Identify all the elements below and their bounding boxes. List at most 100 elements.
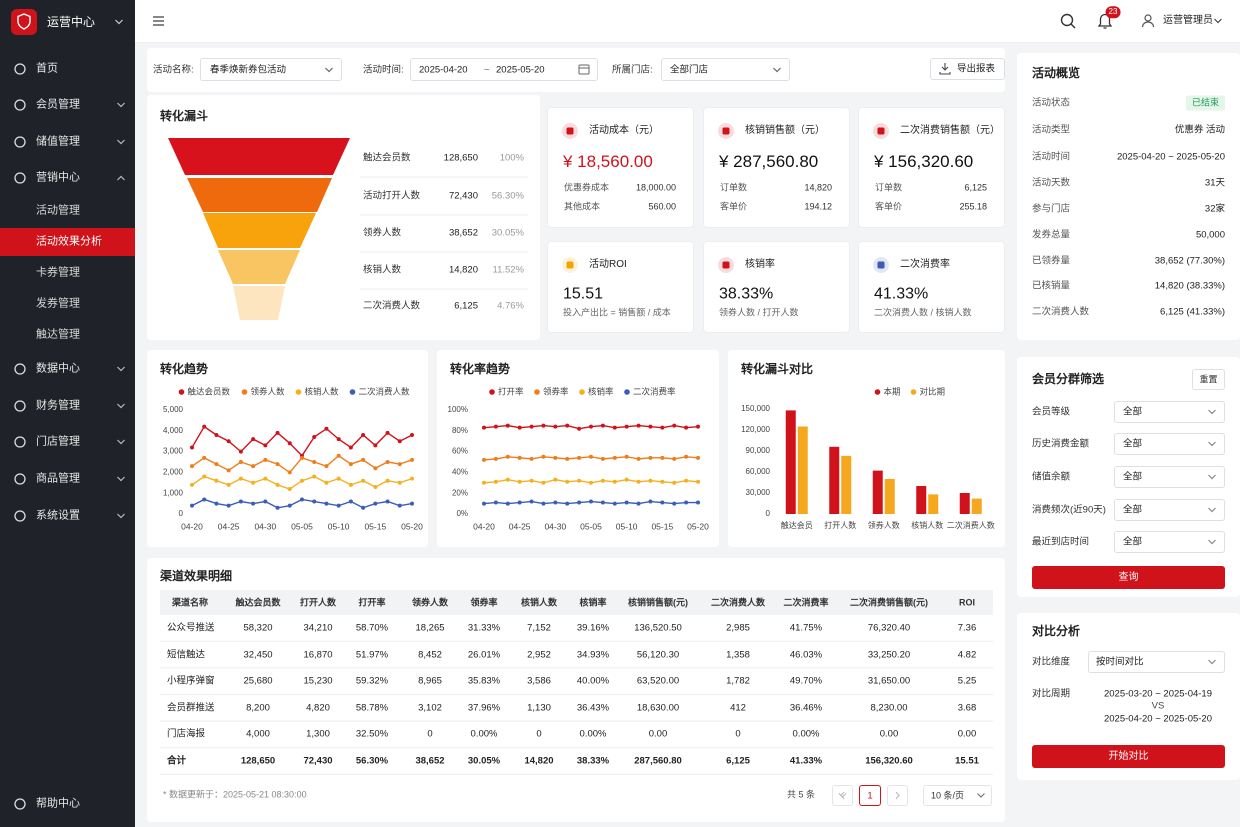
kpi-card [703,107,850,228]
table-cell: 1,358 [726,648,750,660]
date-range[interactable] [410,58,598,81]
page-prev[interactable] [832,785,853,806]
table-cell: 15,230 [303,675,333,687]
menu-item[interactable]: 营销中心 [36,171,80,184]
select[interactable] [661,58,790,81]
select[interactable] [1114,499,1225,521]
table-header: 核销率 [579,597,607,608]
chart-card [728,350,1005,547]
page-size[interactable]: 10 条/页 [931,790,965,801]
kpi-detail-label: 订单数 [720,182,748,193]
stage-rate: 56.30% [491,190,524,202]
kpi-card [547,241,694,333]
page-number[interactable]: 1 [867,789,873,801]
reset-label[interactable]: 重置 [1199,374,1218,385]
table-header: 核销人数 [520,597,558,608]
user-name[interactable]: 运营管理员 [1163,15,1213,26]
stage-value: 14,820 [448,264,478,276]
table-cell: 0.00% [579,728,607,740]
table-cell: 26.01% [467,648,501,660]
card-title: 对比分析 [1032,623,1081,638]
sidebar [0,0,135,827]
menu-item[interactable]: 系统设置 [36,509,80,522]
table-cell: 门店海报 [167,728,206,740]
table-cell: 6,125 [726,755,750,767]
period-vs: VS [1151,700,1165,712]
select[interactable] [1114,433,1225,455]
kpi-title: 活动ROI [589,259,627,270]
table-cell: 38,652 [415,755,445,767]
kpi-card [858,241,1005,333]
select[interactable] [1088,651,1225,673]
table-cell: 15.51 [955,755,979,767]
query-label[interactable]: 查询 [1118,571,1139,583]
page-current[interactable] [859,785,881,806]
stage-label: 领券人数 [363,227,402,239]
table-cell: 58.70% [355,622,389,634]
overview-label: 二次消费人数 [1032,306,1090,318]
submenu-item[interactable]: 触达管理 [36,328,80,341]
reset-button[interactable] [1192,369,1225,390]
select[interactable] [1114,531,1225,553]
submenu-item[interactable]: 发券管理 [36,297,80,310]
table-cell: 32,450 [243,648,273,660]
menu-item[interactable]: 储值管理 [36,135,80,148]
table-cell: 小程序弹窗 [167,675,215,687]
table-cell: 1,130 [527,702,551,714]
table-cell: 合计 [167,755,187,767]
submenu-item[interactable]: 卡券管理 [36,266,80,279]
notification-badge[interactable]: 23 [1105,6,1121,18]
table-cell: 0.00 [957,728,977,740]
table-cell: 32.50% [355,728,389,740]
select[interactable] [200,58,342,81]
kpi-detail-value: 6,125 [964,182,987,193]
select-value: 按时间对比 [1096,656,1144,668]
help-link[interactable]: 帮助中心 [36,797,80,810]
kpi-detail-value: 255.18 [959,201,987,212]
table-cell: 36.46% [789,702,823,714]
page-next[interactable] [887,785,908,806]
stage-value: 6,125 [454,300,478,312]
export-label[interactable]: 导出报表 [957,63,996,75]
overview-value: 6,125 (41.33%) [1160,306,1225,318]
stage-label: 活动打开人数 [363,190,421,202]
submenu-item[interactable]: 活动管理 [36,204,80,217]
update-note: * 数据更新于：2025-05-21 08:30:00 [163,789,307,800]
kpi-detail-label: 优惠券成本 [564,182,610,193]
page-size-select[interactable] [923,785,992,806]
stage-rate: 4.76% [497,300,524,312]
table-cell: 31,650.00 [867,675,911,687]
menu-item[interactable]: 会员管理 [36,98,80,111]
table-cell: 58,320 [243,622,273,634]
menu-item[interactable]: 首页 [36,62,58,75]
table-cell: 41.75% [789,622,823,634]
menu-item[interactable]: 数据中心 [36,362,80,375]
period-a: 2025-03-20 ~ 2025-04-19 [1103,688,1213,700]
chart-title: 转化漏斗对比 [741,361,814,376]
stage-value: 72,430 [448,190,478,202]
select-value: 全部 [1123,438,1143,450]
table-header: 核销销售额(元) [628,597,688,608]
table-cell: 34,210 [303,622,333,634]
query-button[interactable] [1032,566,1225,589]
kpi-detail-label: 客单价 [875,201,903,212]
overview-label: 发券总量 [1032,229,1071,241]
date-end: 2025-05-20 [496,64,545,76]
filter-label: 活动时间: [363,64,404,76]
compare-button[interactable] [1032,745,1225,768]
field-label: 会员等级 [1032,406,1071,418]
submenu-item[interactable]: 活动效果分析 [36,235,102,248]
menu-item[interactable]: 商品管理 [36,472,80,485]
compare-label[interactable]: 开始对比 [1108,750,1149,762]
table-cell: 0 [427,728,433,740]
table-cell: 51.97% [355,648,389,660]
select[interactable] [1114,401,1225,423]
table-cell: 56,120.30 [636,648,680,660]
select[interactable] [1114,466,1225,488]
menu-item[interactable]: 财务管理 [36,399,80,412]
table-header: 打开率 [358,597,386,608]
overview-value: 优惠券 活动 [1174,124,1225,136]
menu-item[interactable]: 门店管理 [36,435,80,448]
table-cell: 5.25 [957,675,977,687]
